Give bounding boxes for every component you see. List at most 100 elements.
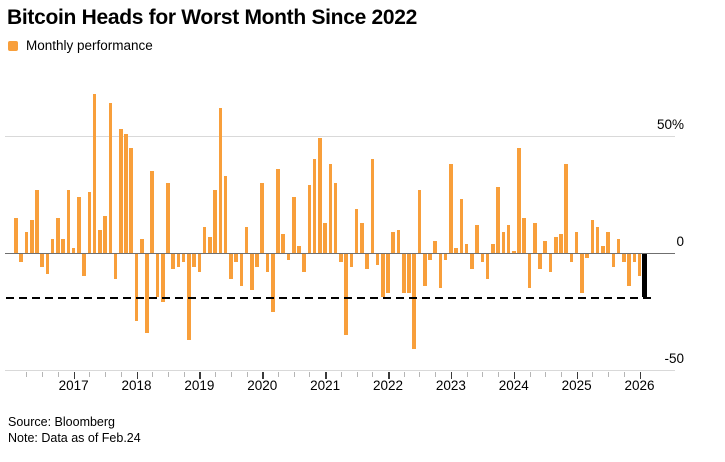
bar-2023-12 <box>506 224 511 253</box>
x-axis-year-tick <box>639 372 642 379</box>
bar-2023-02 <box>454 248 458 253</box>
bar-2019-04 <box>213 189 217 253</box>
bar-2020-05 <box>281 234 286 253</box>
bar-2018-03 <box>145 253 149 333</box>
x-axis-minor-tick <box>356 372 358 377</box>
bar-2016-05 <box>29 220 34 253</box>
x-axis-minor-tick <box>293 372 295 377</box>
bar-2020-07 <box>291 196 296 253</box>
bar-2021-05 <box>344 253 348 335</box>
bar-2022-10 <box>433 241 437 253</box>
bar-2018-04 <box>150 171 155 253</box>
bar-2024-07 <box>543 241 548 253</box>
bar-2018-07 <box>166 182 170 253</box>
x-axis-minor-tick <box>26 372 28 377</box>
x-axis-year-label: 2024 <box>498 378 529 393</box>
bar-2017-05 <box>92 93 97 253</box>
x-axis-minor-tick <box>340 372 342 377</box>
x-axis-minor-tick <box>560 372 562 377</box>
x-axis-minor-tick <box>57 372 59 377</box>
x-axis-minor-tick <box>215 372 217 377</box>
bar-2017-02 <box>77 196 81 253</box>
bar-2017-03 <box>82 253 86 277</box>
bar-2024-09 <box>553 236 558 253</box>
bar-2024-12 <box>569 253 574 263</box>
bar-2018-08 <box>171 253 175 270</box>
bar-2026-02 <box>642 253 648 298</box>
x-axis-year-label: 2026 <box>624 378 655 393</box>
x-axis-year-tick <box>199 372 201 379</box>
y-axis-label: 50% <box>656 117 684 132</box>
x-axis-year-tick <box>73 372 76 379</box>
bar-2017-09 <box>113 253 118 279</box>
bar-2021-12 <box>381 253 385 298</box>
bar-2025-11 <box>627 253 631 286</box>
bar-2024-03 <box>522 217 527 253</box>
bar-2019-08 <box>234 253 238 263</box>
bar-2017-11 <box>124 133 128 253</box>
x-axis-minor-tick <box>466 372 468 377</box>
gridline-0 <box>5 252 675 254</box>
bar-2022-07 <box>417 189 422 253</box>
bar-2024-02 <box>517 147 521 253</box>
bar-2024-10 <box>559 234 563 253</box>
x-axis-year-label: 2021 <box>310 378 341 393</box>
note-text: Note: Data as of Feb.24 <box>8 430 141 445</box>
bar-2019-11 <box>250 253 254 291</box>
bar-2023-01 <box>449 164 453 253</box>
bar-2022-04 <box>401 253 406 293</box>
bar-2022-05 <box>407 253 411 293</box>
x-axis-year-tick <box>388 372 390 379</box>
bar-2019-06 <box>223 175 228 253</box>
bar-2016-10 <box>56 217 60 253</box>
bar-2017-10 <box>119 128 123 253</box>
bar-2023-10 <box>496 187 500 253</box>
bar-2018-05 <box>155 253 160 298</box>
x-axis-minor-tick <box>623 372 625 377</box>
bar-2025-03 <box>585 253 589 258</box>
gridline--50 <box>5 369 675 371</box>
bar-2018-06 <box>160 253 165 303</box>
bar-2025-02 <box>580 253 584 293</box>
bar-2017-07 <box>103 215 107 253</box>
bar-2019-12 <box>255 253 259 268</box>
bar-2025-08 <box>611 253 616 268</box>
bar-2024-08 <box>548 253 553 272</box>
bar-2020-03 <box>270 253 275 312</box>
bar-2023-09 <box>491 243 495 253</box>
bar-2016-04 <box>24 231 29 253</box>
x-axis-minor-tick <box>152 372 154 377</box>
x-axis-minor-tick <box>419 372 421 377</box>
bar-2020-08 <box>297 245 301 253</box>
bar-2024-06 <box>538 253 542 270</box>
bar-2018-10 <box>181 253 186 263</box>
bar-2025-01 <box>574 231 579 253</box>
bar-2018-02 <box>139 238 144 253</box>
x-axis-year-label: 2020 <box>247 378 278 393</box>
bar-2021-06 <box>349 253 354 268</box>
reference-dashed-line <box>6 296 656 300</box>
bar-2026-01 <box>637 253 642 277</box>
y-axis-label: -50 <box>664 351 684 366</box>
x-axis-year-tick <box>262 372 264 379</box>
bar-2021-01 <box>323 222 327 253</box>
bar-2018-09 <box>176 253 181 268</box>
x-axis-minor-tick <box>482 372 484 377</box>
legend-label: Monthly performance <box>26 38 153 53</box>
bar-2020-06 <box>286 253 291 261</box>
x-axis-year-label: 2023 <box>435 378 466 393</box>
source-text: Source: Bloomberg <box>8 415 116 429</box>
bar-2017-12 <box>129 147 134 253</box>
bar-2022-09 <box>428 253 432 261</box>
bar-2021-02 <box>328 164 333 253</box>
x-axis-minor-tick <box>89 372 91 377</box>
x-axis-minor-tick <box>42 372 44 377</box>
bar-2020-10 <box>307 185 312 253</box>
bar-2024-01 <box>512 250 516 253</box>
bar-2023-11 <box>501 231 506 253</box>
bar-2022-11 <box>438 253 443 289</box>
x-axis-minor-tick <box>498 372 500 377</box>
x-axis-minor-tick <box>372 372 374 377</box>
bar-2025-07 <box>606 231 610 253</box>
x-axis-minor-tick <box>608 372 610 377</box>
